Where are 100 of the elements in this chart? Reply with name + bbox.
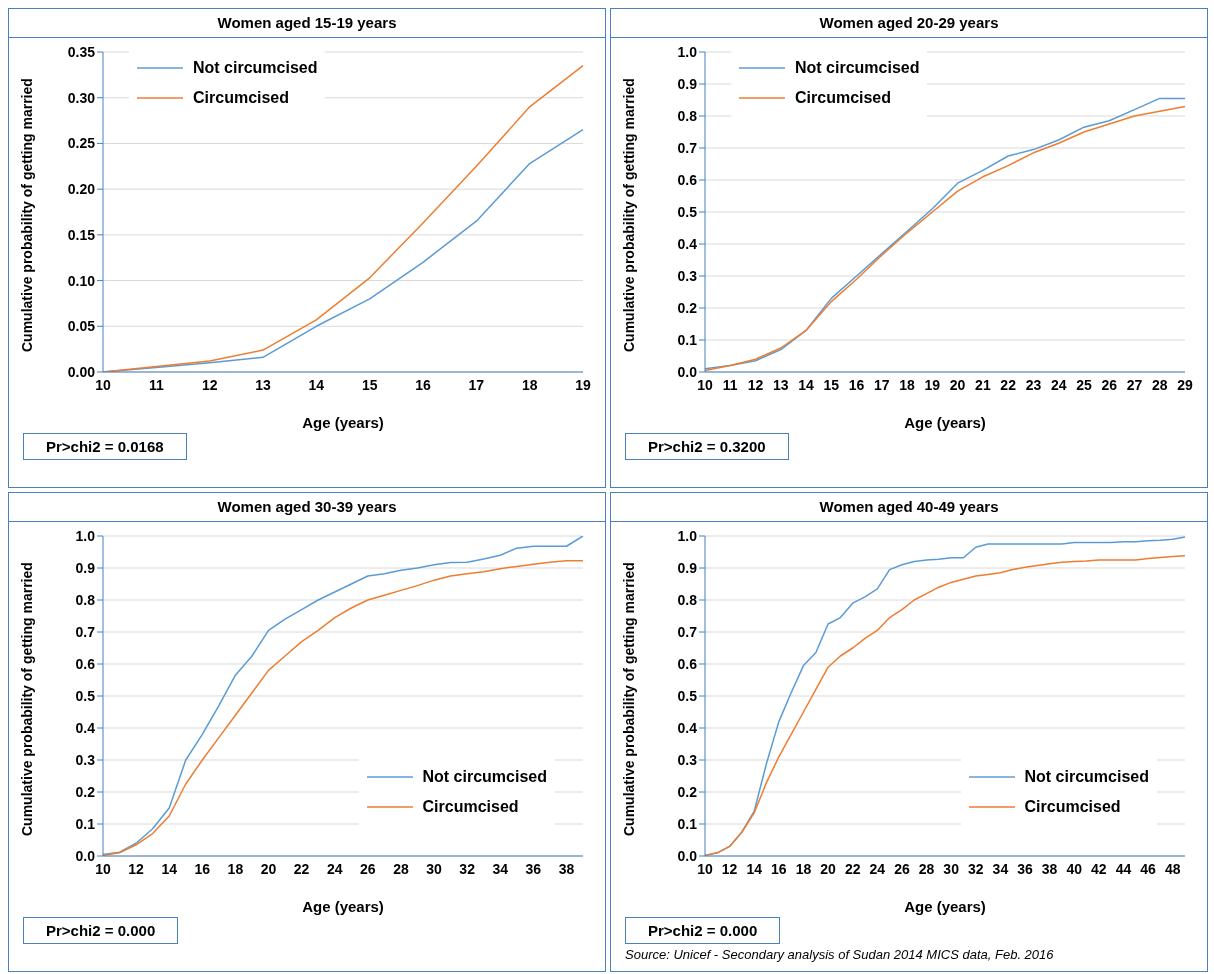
x-tick-label: 15: [823, 376, 840, 393]
x-tick-label: 20: [949, 376, 966, 393]
legend-label: Not circumcised: [193, 58, 318, 78]
legend-label: Circumcised: [795, 88, 892, 108]
y-tick-label: 0.0: [677, 363, 698, 380]
y-tick-label: 0.5: [677, 203, 698, 220]
chart-title: Women aged 20-29 years: [611, 9, 1207, 38]
y-axis-title: Cumulative probability of getting married: [620, 78, 637, 352]
x-tick-label: 18: [521, 376, 538, 393]
x-tick-label: 17: [874, 376, 890, 393]
legend-label: Circumcised: [422, 797, 519, 817]
chart-title: Women aged 15-19 years: [9, 9, 605, 38]
x-tick-label: 16: [848, 376, 865, 393]
y-tick-label: 0.10: [67, 272, 96, 289]
x-tick-label: 10: [95, 376, 111, 393]
x-tick-label: 16: [194, 860, 211, 877]
x-tick-label: 23: [1025, 376, 1042, 393]
legend-label: Not circumcised: [1024, 767, 1149, 787]
y-tick-label: 0.00: [67, 363, 96, 380]
x-tick-label: 44: [1115, 860, 1132, 877]
y-tick-label: 0.9: [677, 75, 698, 92]
x-tick-label: 12: [721, 860, 738, 877]
x-tick-label: 32: [967, 860, 984, 877]
y-axis-title: Cumulative probability of getting married: [18, 78, 35, 352]
y-tick-label: 0.7: [677, 623, 698, 640]
x-tick-label: 19: [575, 376, 591, 393]
x-tick-label: 25: [1076, 376, 1092, 393]
x-tick-label: 26: [360, 860, 376, 877]
x-axis-title: Age (years): [904, 414, 986, 431]
y-tick-label: 0.3: [677, 267, 698, 284]
x-tick-label: 16: [415, 376, 431, 393]
y-tick-label: 0.0: [75, 847, 96, 864]
x-tick-label: 20: [820, 860, 837, 877]
x-tick-label: 19: [924, 376, 941, 393]
text: Pr>chi2 = 0.0168: [23, 433, 187, 460]
x-tick-label: 20: [260, 860, 277, 877]
x-tick-label: 24: [869, 860, 886, 877]
x-tick-label: 34: [992, 860, 1009, 877]
x-tick-label: 26: [1101, 376, 1118, 393]
x-tick-label: 40: [1066, 860, 1083, 877]
y-tick-label: 0.5: [75, 687, 96, 704]
x-tick-label: 12: [128, 860, 145, 877]
x-tick-label: 18: [227, 860, 244, 877]
x-tick-label: 14: [746, 860, 763, 877]
y-tick-label: 0.25: [67, 135, 96, 152]
x-tick-label: 13: [255, 376, 271, 393]
y-tick-label: 0.6: [677, 655, 698, 672]
y-axis-title: Cumulative probability of getting married: [18, 562, 35, 836]
x-tick-label: 38: [558, 860, 575, 877]
x-tick-label: 36: [525, 860, 542, 877]
y-tick-label: 0.9: [677, 559, 698, 576]
y-tick-label: 0.7: [75, 623, 96, 640]
y-tick-label: 1.0: [677, 43, 698, 60]
x-tick-label: 46: [1140, 860, 1157, 877]
x-tick-label: 10: [697, 376, 713, 393]
legend-label: Circumcised: [193, 88, 290, 108]
x-tick-label: 38: [1041, 860, 1058, 877]
x-tick-label: 24: [1050, 376, 1067, 393]
text: Pr>chi2 = 0.3200: [625, 433, 789, 460]
x-tick-label: 18: [899, 376, 916, 393]
x-tick-label: 34: [492, 860, 509, 877]
y-tick-label: 0.3: [75, 751, 96, 768]
y-tick-label: 1.0: [677, 527, 698, 544]
y-tick-label: 0.8: [75, 591, 96, 608]
y-tick-label: 0.2: [75, 783, 96, 800]
x-tick-label: 36: [1017, 860, 1033, 877]
x-tick-label: 11: [148, 376, 164, 393]
x-tick-label: 15: [361, 376, 378, 393]
y-tick-label: 0.8: [677, 591, 698, 608]
x-tick-label: 11: [722, 376, 738, 393]
x-tick-label: 28: [1151, 376, 1168, 393]
y-tick-label: 0.30: [67, 89, 96, 106]
y-tick-label: 0.3: [677, 751, 698, 768]
x-tick-label: 32: [459, 860, 476, 877]
y-tick-label: 1.0: [75, 527, 96, 544]
y-tick-label: 0.8: [677, 107, 698, 124]
y-tick-label: 0.0: [677, 847, 698, 864]
text: Pr>chi2 = 0.000: [625, 917, 781, 944]
y-tick-label: 0.6: [75, 655, 96, 672]
x-tick-label: 30: [426, 860, 443, 877]
y-tick-label: 0.05: [67, 318, 96, 335]
y-axis-title: Cumulative probability of getting married: [620, 562, 637, 836]
x-tick-label: 42: [1091, 860, 1107, 877]
x-tick-label: 13: [773, 376, 789, 393]
y-tick-label: 0.6: [677, 171, 698, 188]
text: Pr>chi2 = 0.000: [23, 917, 179, 944]
y-tick-label: 0.1: [75, 815, 96, 832]
y-tick-label: 0.4: [75, 719, 96, 736]
y-tick-label: 0.4: [677, 235, 698, 252]
x-tick-label: 17: [468, 376, 485, 393]
x-tick-label: 10: [95, 860, 111, 877]
x-axis-title: Age (years): [302, 414, 384, 431]
x-tick-label: 10: [697, 860, 713, 877]
x-tick-label: 14: [798, 376, 815, 393]
x-tick-label: 27: [1126, 376, 1143, 393]
y-tick-label: 0.5: [677, 687, 698, 704]
y-tick-label: 0.35: [67, 43, 96, 60]
x-tick-label: 28: [918, 860, 935, 877]
x-tick-label: 26: [894, 860, 910, 877]
y-tick-label: 0.7: [677, 139, 698, 156]
